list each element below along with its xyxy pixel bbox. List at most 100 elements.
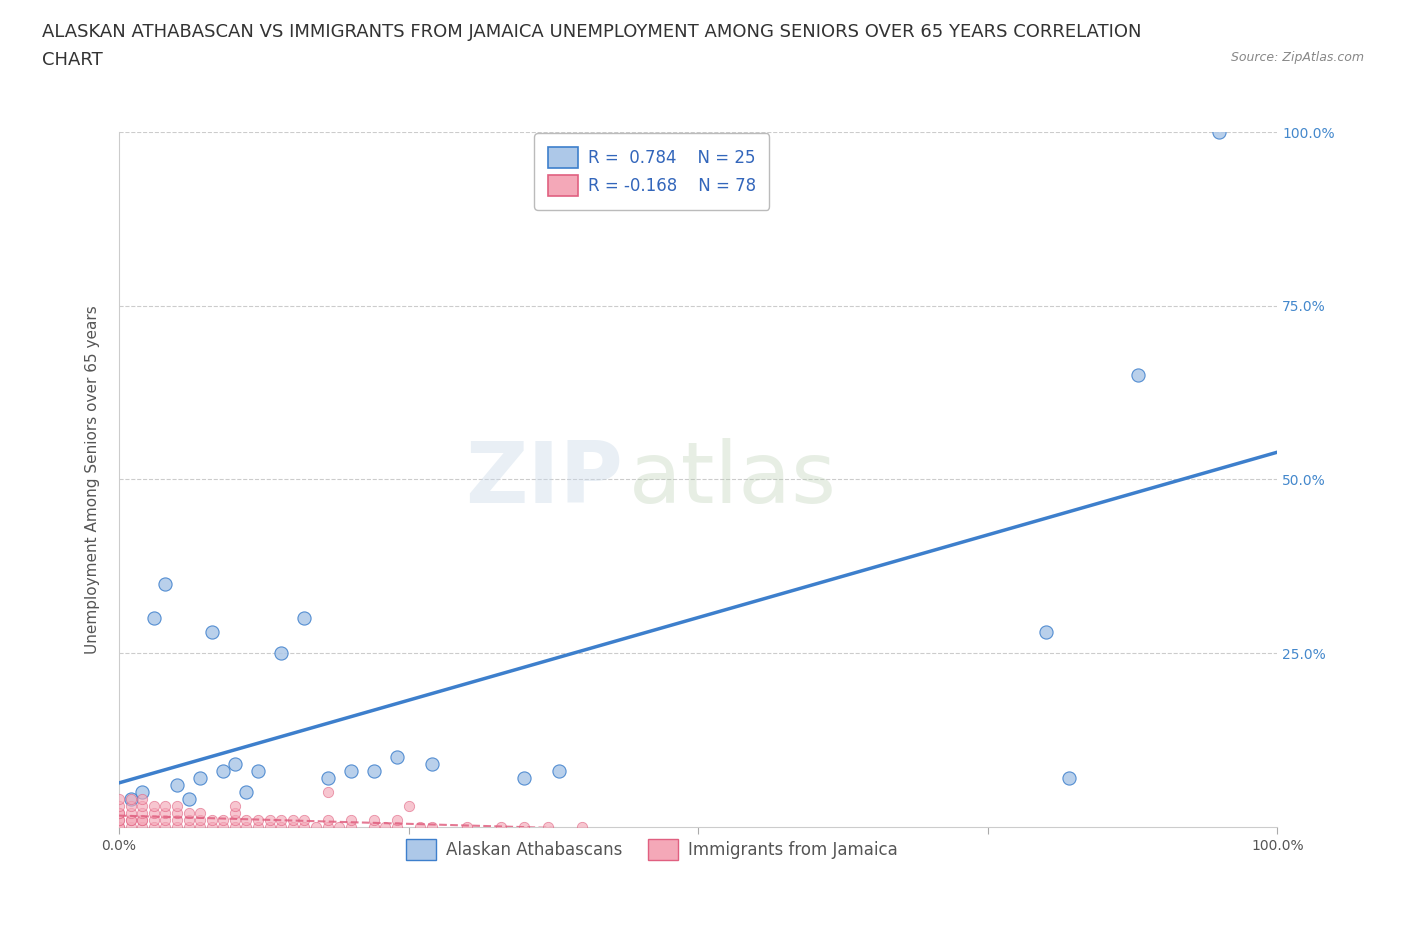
Point: [120, 791, 142, 806]
Point: [363, 819, 385, 834]
Point: [536, 819, 558, 834]
Point: [131, 799, 153, 814]
Point: [131, 791, 153, 806]
Point: [166, 777, 188, 792]
Point: [108, 805, 131, 820]
Text: Source: ZipAtlas.com: Source: ZipAtlas.com: [1230, 51, 1364, 64]
Point: [305, 819, 328, 834]
Point: [131, 805, 153, 820]
Point: [316, 771, 339, 786]
Point: [398, 799, 420, 814]
Point: [224, 812, 246, 827]
Point: [224, 799, 246, 814]
Point: [235, 812, 257, 827]
Point: [131, 785, 153, 800]
Point: [120, 805, 142, 820]
Point: [155, 819, 177, 834]
Point: [339, 764, 361, 778]
Point: [292, 812, 315, 827]
Point: [235, 819, 257, 834]
Point: [292, 819, 315, 834]
Point: [212, 764, 235, 778]
Point: [385, 750, 408, 764]
Point: [363, 812, 385, 827]
Point: [513, 771, 536, 786]
Point: [108, 812, 131, 827]
Point: [316, 812, 339, 827]
Point: [281, 819, 304, 834]
Point: [120, 791, 142, 806]
Point: [108, 805, 131, 820]
Point: [1128, 367, 1150, 382]
Point: [385, 819, 408, 834]
Point: [1208, 125, 1230, 140]
Point: [201, 625, 224, 640]
Point: [120, 812, 142, 827]
Point: [108, 791, 131, 806]
Point: [548, 764, 571, 778]
Point: [212, 819, 235, 834]
Point: [142, 805, 165, 820]
Point: [177, 819, 200, 834]
Point: [131, 812, 153, 827]
Point: [142, 611, 165, 626]
Point: [166, 805, 188, 820]
Point: [247, 812, 270, 827]
Point: [374, 819, 396, 834]
Point: [224, 819, 246, 834]
Point: [328, 819, 350, 834]
Point: [224, 805, 246, 820]
Point: [166, 819, 188, 834]
Point: [259, 819, 281, 834]
Point: [363, 764, 385, 778]
Point: [108, 812, 131, 827]
Point: [155, 812, 177, 827]
Point: [1035, 625, 1057, 640]
Point: [270, 812, 292, 827]
Point: [188, 771, 211, 786]
Legend: Alaskan Athabascans, Immigrants from Jamaica: Alaskan Athabascans, Immigrants from Jam…: [399, 832, 904, 867]
Point: [131, 812, 153, 827]
Point: [420, 757, 443, 772]
Point: [177, 791, 200, 806]
Point: [513, 819, 536, 834]
Point: [155, 805, 177, 820]
Point: [155, 577, 177, 591]
Point: [177, 812, 200, 827]
Point: [155, 799, 177, 814]
Point: [142, 812, 165, 827]
Point: [108, 799, 131, 814]
Text: ZIP: ZIP: [465, 438, 623, 521]
Point: [120, 812, 142, 827]
Point: [188, 805, 211, 820]
Point: [166, 799, 188, 814]
Point: [491, 819, 513, 834]
Point: [1057, 771, 1080, 786]
Point: [108, 819, 131, 834]
Y-axis label: Unemployment Among Seniors over 65 years: Unemployment Among Seniors over 65 years: [86, 305, 100, 654]
Point: [201, 812, 224, 827]
Point: [292, 611, 315, 626]
Point: [456, 819, 478, 834]
Point: [247, 764, 270, 778]
Point: [142, 819, 165, 834]
Point: [131, 819, 153, 834]
Point: [270, 819, 292, 834]
Point: [247, 819, 270, 834]
Point: [259, 812, 281, 827]
Point: [108, 819, 131, 834]
Point: [385, 812, 408, 827]
Point: [281, 812, 304, 827]
Point: [224, 757, 246, 772]
Text: CHART: CHART: [42, 51, 103, 69]
Point: [420, 819, 443, 834]
Point: [270, 645, 292, 660]
Point: [339, 819, 361, 834]
Point: [177, 805, 200, 820]
Point: [188, 812, 211, 827]
Point: [188, 819, 211, 834]
Point: [409, 819, 432, 834]
Point: [339, 812, 361, 827]
Point: [166, 812, 188, 827]
Text: ALASKAN ATHABASCAN VS IMMIGRANTS FROM JAMAICA UNEMPLOYMENT AMONG SENIORS OVER 65: ALASKAN ATHABASCAN VS IMMIGRANTS FROM JA…: [42, 23, 1142, 41]
